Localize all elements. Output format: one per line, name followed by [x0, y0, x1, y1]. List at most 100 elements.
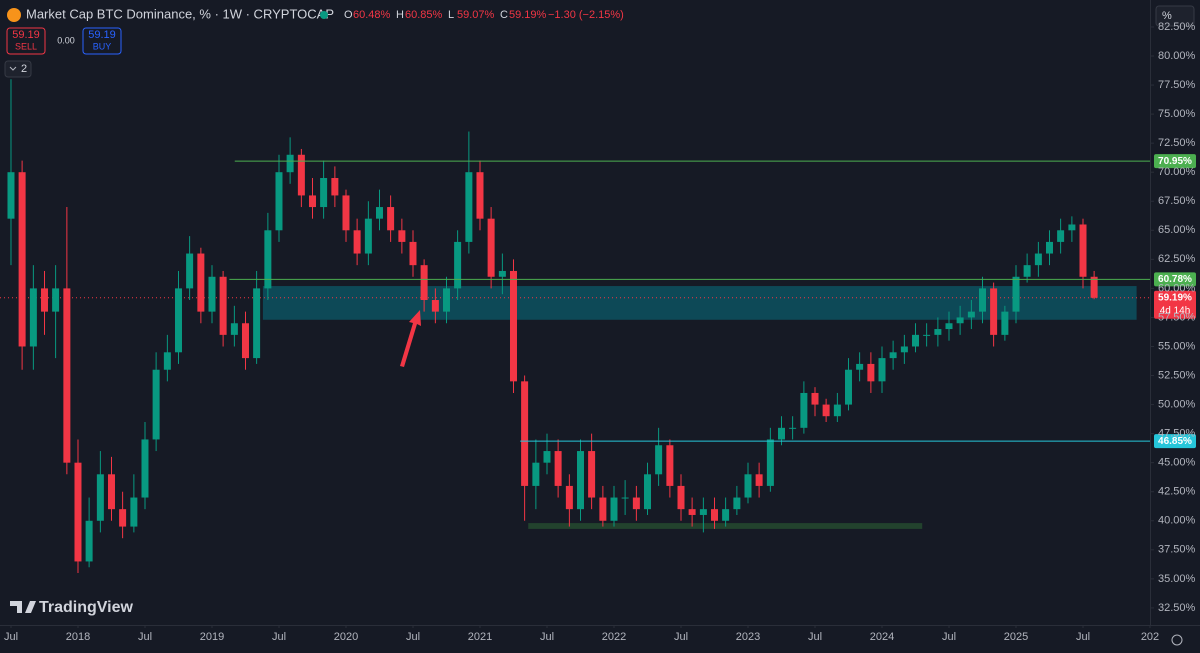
price-labels: 70.95% 60.78% 46.85% 59.19% 4d 14h: [1154, 154, 1196, 449]
candle-body: [1034, 253, 1042, 266]
candle-body: [1023, 265, 1031, 277]
x-tick-label: 2021: [468, 631, 492, 643]
y-tick-label: 40.00%: [1158, 515, 1196, 527]
logo-icon: [10, 601, 36, 613]
y-tick-label: 75.00%: [1158, 108, 1196, 120]
settings-icon[interactable]: [1171, 634, 1183, 646]
candle-body: [420, 265, 428, 301]
x-tick-label: Jul: [540, 631, 554, 643]
symbol-title[interactable]: Market Cap BTC Dominance, % · 1W · CRYPT…: [26, 6, 334, 21]
candle-body: [107, 474, 115, 510]
candle-body: [844, 369, 852, 405]
candle-body: [677, 485, 685, 510]
candle-body: [264, 230, 272, 289]
axis-unit-button[interactable]: [1155, 5, 1195, 27]
candle-body: [889, 352, 897, 359]
candle-body: [476, 172, 484, 219]
x-tick-label: Jul: [406, 631, 420, 643]
candle-body: [119, 509, 127, 527]
candle-body: [286, 154, 294, 173]
candle-body: [364, 218, 372, 254]
buy-label: BUY: [93, 41, 112, 51]
candle-body: [297, 154, 305, 196]
level-label-bg: [1154, 272, 1196, 287]
candle-body: [509, 270, 517, 382]
candle-body: [1057, 230, 1065, 242]
candle-body: [599, 497, 607, 521]
candle-body: [554, 451, 562, 486]
candle-body: [934, 329, 942, 335]
x-tick-label: 2024: [870, 631, 894, 643]
candle-body: [1079, 224, 1087, 277]
ohlc-value: 60.48%: [353, 9, 391, 21]
candle-body: [621, 497, 629, 499]
candle-body: [1012, 276, 1020, 312]
x-tick-label: 2020: [334, 631, 358, 643]
candle-body: [1090, 276, 1098, 298]
logo: TradingView: [10, 599, 134, 616]
candle-body: [610, 497, 618, 521]
x-tick-label: 2023: [736, 631, 760, 643]
x-tick-label: Jul: [808, 631, 822, 643]
candle-body: [398, 230, 406, 242]
x-tick-label: 2022: [602, 631, 626, 643]
candle-body: [956, 317, 964, 324]
candle-body: [18, 172, 26, 347]
candle-body: [342, 195, 350, 231]
last-price-label: 59.19%: [1158, 292, 1192, 303]
level-label-bg: [1154, 154, 1196, 169]
y-tick-label: 52.50%: [1158, 369, 1196, 381]
y-tick-label: 47.50%: [1158, 428, 1196, 440]
x-tick-label: 2019: [200, 631, 224, 643]
y-tick-label: 77.50%: [1158, 79, 1196, 91]
candle-body: [498, 270, 506, 277]
candle-body: [733, 497, 741, 510]
candle-body: [878, 358, 886, 382]
buy-button[interactable]: [82, 27, 122, 55]
level-label-bg: [1154, 434, 1196, 449]
candle-body: [163, 352, 171, 370]
axis-unit: %: [1162, 10, 1172, 22]
indicators-toggle[interactable]: [4, 60, 32, 78]
candle-body: [576, 451, 584, 510]
x-tick-label: Jul: [272, 631, 286, 643]
sell-button[interactable]: [6, 27, 46, 55]
candle-body: [253, 288, 261, 359]
candle-body: [174, 288, 182, 353]
candle-body: [1001, 311, 1009, 335]
candle-body: [29, 288, 37, 347]
candle-body: [766, 439, 774, 486]
candle-body: [454, 241, 462, 289]
spread: 0.00: [57, 35, 75, 45]
y-tick-label: 37.50%: [1158, 544, 1196, 556]
candle-body: [565, 485, 573, 510]
y-tick-label: 72.50%: [1158, 137, 1196, 149]
ohlc-change: −1.30 (−2.15%): [548, 9, 624, 21]
candle-body: [74, 462, 82, 562]
candle-body: [7, 172, 15, 219]
candle-body: [811, 392, 819, 405]
candle-body: [52, 288, 60, 312]
y-tick-label: 50.00%: [1158, 398, 1196, 410]
candle-body: [375, 207, 383, 219]
countdown: 4d 14h: [1160, 305, 1191, 316]
candle-body: [755, 474, 763, 486]
sell-label: SELL: [15, 41, 37, 51]
candle-body: [777, 427, 785, 440]
y-tick-label: 60.00%: [1158, 282, 1196, 294]
candle-body: [442, 288, 450, 312]
market-status: [320, 11, 328, 19]
candle-body: [409, 241, 417, 266]
candle-body: [643, 474, 651, 510]
y-tick-label: 67.50%: [1158, 195, 1196, 207]
candle-body: [867, 363, 875, 382]
y-tick-label: 55.00%: [1158, 340, 1196, 352]
y-tick-label: 80.00%: [1158, 50, 1196, 62]
ohlc-value: 60.85%: [405, 9, 443, 21]
candle-body: [141, 439, 149, 498]
candle-body: [543, 451, 551, 463]
candle-body: [744, 474, 752, 498]
candle-body: [85, 520, 93, 562]
candle-body: [978, 288, 986, 312]
